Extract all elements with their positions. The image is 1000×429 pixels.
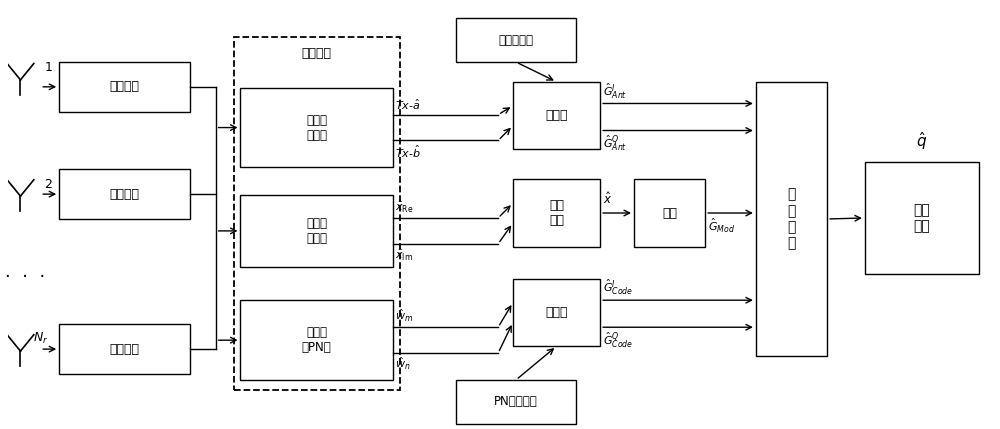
Text: $\hat{G}^I_{Ant}$: $\hat{G}^I_{Ant}$ — [603, 81, 627, 100]
Bar — [513, 278, 600, 346]
Text: 检测激
活PN码: 检测激 活PN码 — [302, 326, 332, 354]
Text: $\hat{q}$: $\hat{q}$ — [916, 130, 927, 152]
Bar — [634, 179, 705, 247]
Text: 载波恢复: 载波恢复 — [110, 343, 140, 356]
Text: 解映射: 解映射 — [545, 109, 568, 122]
Text: $N_r$: $N_r$ — [33, 331, 49, 346]
Text: 天线索引表: 天线索引表 — [498, 33, 533, 47]
Bar — [59, 62, 190, 112]
Bar — [456, 380, 576, 423]
Text: $\hat{w}_n$: $\hat{w}_n$ — [395, 356, 411, 372]
Text: 解调: 解调 — [662, 206, 677, 220]
Text: $Tx$-$\hat{b}$: $Tx$-$\hat{b}$ — [395, 143, 421, 160]
Text: $\hat{G}^Q_{Code}$: $\hat{G}^Q_{Code}$ — [603, 330, 633, 350]
Text: PN码索引表: PN码索引表 — [494, 395, 538, 408]
Text: $\hat{G}_{Mod}$: $\hat{G}_{Mod}$ — [708, 217, 735, 235]
Text: 信息
比特: 信息 比特 — [913, 203, 930, 233]
Bar — [240, 195, 393, 267]
Text: $\hat{G}^I_{Code}$: $\hat{G}^I_{Code}$ — [603, 278, 633, 297]
Bar — [513, 179, 600, 247]
Bar — [240, 300, 393, 380]
Text: ·  ·  ·: · · · — [5, 268, 46, 286]
Bar — [234, 37, 400, 390]
Text: 信号
合成: 信号 合成 — [549, 199, 564, 227]
Text: 1: 1 — [44, 61, 52, 75]
Bar — [513, 82, 600, 149]
Text: 估计过程: 估计过程 — [302, 47, 332, 60]
Text: 载波恢复: 载波恢复 — [110, 80, 140, 94]
Text: 检测调
制符号: 检测调 制符号 — [306, 217, 327, 245]
Bar — [865, 162, 979, 274]
Bar — [240, 88, 393, 167]
Text: 检测激
活天线: 检测激 活天线 — [306, 114, 327, 142]
Text: $\hat{x}$: $\hat{x}$ — [603, 191, 613, 207]
Bar — [756, 82, 827, 356]
Text: 解映射: 解映射 — [545, 306, 568, 319]
Bar — [456, 18, 576, 62]
Bar — [59, 169, 190, 219]
Text: $\hat{x}_{\mathrm{Re}}$: $\hat{x}_{\mathrm{Re}}$ — [395, 199, 414, 215]
Text: $\hat{G}^Q_{Ant}$: $\hat{G}^Q_{Ant}$ — [603, 133, 627, 153]
Text: 2: 2 — [44, 178, 52, 191]
Text: $\hat{x}_{\mathrm{Im}}$: $\hat{x}_{\mathrm{Im}}$ — [395, 247, 413, 263]
Text: $\hat{w}_m$: $\hat{w}_m$ — [395, 308, 413, 324]
Text: 并
串
转
换: 并 串 转 换 — [787, 187, 796, 250]
Text: $Tx$-$\hat{a}$: $Tx$-$\hat{a}$ — [395, 97, 421, 112]
Text: 载波恢复: 载波恢复 — [110, 187, 140, 201]
Bar — [59, 324, 190, 374]
